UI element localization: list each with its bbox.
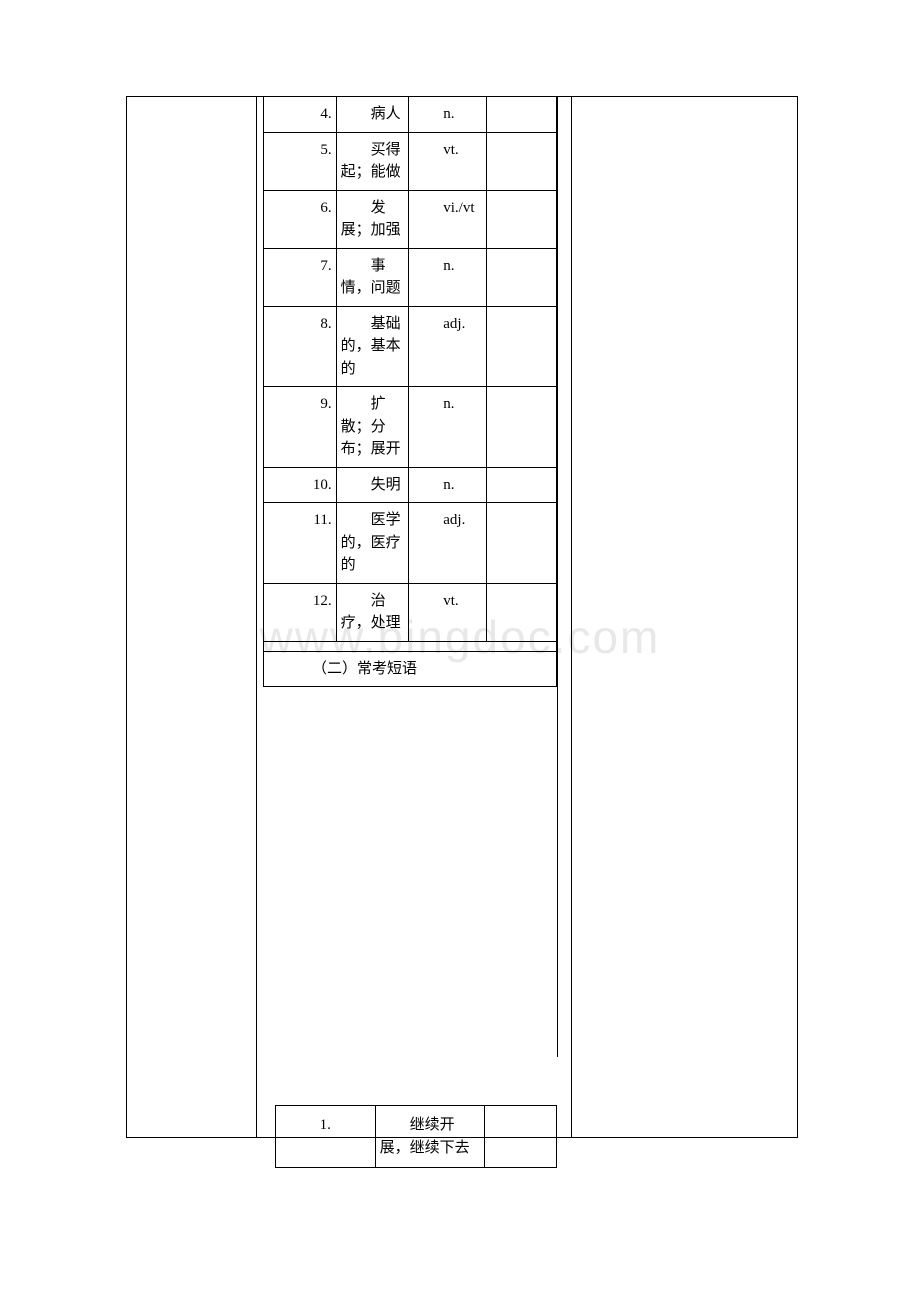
vocab-answer	[486, 190, 556, 248]
table-row: 9. 扩散；分布；展开 n.	[264, 387, 557, 468]
vocab-word: 事情，问题	[336, 248, 409, 306]
vocab-pos: adj.	[409, 306, 486, 387]
vocab-pos: vt.	[409, 583, 486, 641]
vocab-number: 9.	[264, 387, 337, 468]
vocab-pos: n.	[409, 248, 486, 306]
table-row: 11. 医学的，医疗的 adj.	[264, 503, 557, 584]
table-row: 5. 买得起；能做 vt.	[264, 132, 557, 190]
vocab-pos: adj.	[409, 503, 486, 584]
table-row: 6. 发展；加强 vi./vt	[264, 190, 557, 248]
table-row: 4. 病人 n.	[264, 97, 557, 132]
vocab-answer	[486, 306, 556, 387]
vocab-number: 8.	[264, 306, 337, 387]
vocab-answer	[486, 387, 556, 468]
vocab-pos: vt.	[409, 132, 486, 190]
vocab-word: 基础的，基本的	[336, 306, 409, 387]
section-header-row: （二）常考短语	[264, 651, 557, 687]
table-row: 7. 事情，问题 n.	[264, 248, 557, 306]
vocab-word: 扩散；分布；展开	[336, 387, 409, 468]
vocab-answer	[486, 248, 556, 306]
vocab-word: 医学的，医疗的	[336, 503, 409, 584]
vocab-number: 6.	[264, 190, 337, 248]
table-row: 8. 基础的，基本的 adj.	[264, 306, 557, 387]
mid-gap-column	[557, 97, 571, 1057]
vocab-number: 11.	[264, 503, 337, 584]
vocab-pos: n.	[409, 97, 486, 132]
phrase-number: 1.	[276, 1106, 376, 1168]
table-row: 12. 治疗，处理 vt.	[264, 583, 557, 641]
phrase-table: 1. 继续开展，继续下去	[275, 1105, 557, 1168]
table-row: 10. 失明 n.	[264, 467, 557, 503]
left-margin-column	[127, 97, 257, 1137]
vocab-pos: n.	[409, 387, 486, 468]
vocab-answer	[486, 97, 556, 132]
section-header: （二）常考短语	[264, 651, 557, 687]
vocab-word: 治疗，处理	[336, 583, 409, 641]
right-margin-column	[571, 97, 798, 1137]
gap-row	[264, 641, 557, 651]
table-row: 1. 继续开展，继续下去	[276, 1106, 557, 1168]
vocab-answer	[486, 503, 556, 584]
vocab-pos: vi./vt	[409, 190, 486, 248]
vocab-word: 买得起；能做	[336, 132, 409, 190]
vocab-answer	[486, 467, 556, 503]
vocab-number: 10.	[264, 467, 337, 503]
vocabulary-table: 4. 病人 n. 5. 买得起；能做 vt. 6. 发展；加强 vi./vt 7…	[263, 97, 557, 687]
vocab-number: 12.	[264, 583, 337, 641]
vocab-word: 病人	[336, 97, 409, 132]
vocab-number: 7.	[264, 248, 337, 306]
vocab-answer	[486, 132, 556, 190]
vocab-word: 失明	[336, 467, 409, 503]
vocab-word: 发展；加强	[336, 190, 409, 248]
vocab-number: 5.	[264, 132, 337, 190]
phrase-answer	[485, 1106, 557, 1168]
vocab-number: 4.	[264, 97, 337, 132]
vocab-answer	[486, 583, 556, 641]
page-frame: 4. 病人 n. 5. 买得起；能做 vt. 6. 发展；加强 vi./vt 7…	[126, 96, 798, 1138]
phrase-text: 继续开展，继续下去	[375, 1106, 485, 1168]
vocab-pos: n.	[409, 467, 486, 503]
